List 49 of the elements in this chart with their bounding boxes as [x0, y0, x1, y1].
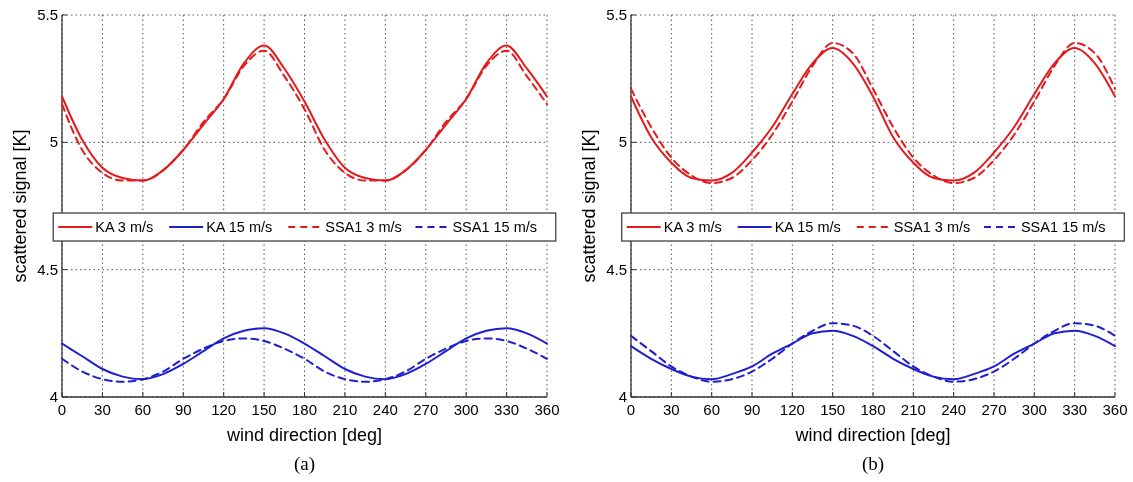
legend-label: SSA1 3 m/s	[325, 219, 402, 236]
x-tick-label: 30	[94, 401, 111, 418]
x-tick-label: 330	[494, 401, 520, 418]
y-tick-label: 5	[49, 133, 58, 151]
x-tick-label: 240	[372, 401, 398, 418]
legend-label: KA 15 m/s	[206, 219, 273, 236]
x-tick-label: 330	[1062, 401, 1088, 418]
x-tick-label: 270	[981, 401, 1007, 418]
x-tick-label: 90	[743, 401, 761, 418]
text: (b)	[861, 453, 885, 475]
line-series	[61, 327, 548, 381]
y-tick-label: 4.5	[37, 260, 58, 278]
x-tick-label: 0	[57, 401, 67, 418]
y-tick-label: 4.5	[606, 260, 627, 278]
x-tick-label: 150	[820, 401, 846, 418]
text: (a)	[293, 453, 316, 475]
x-tick-label: 180	[860, 401, 886, 418]
legend-label: KA 3 m/s	[663, 219, 722, 236]
legend-label: KA 3 m/s	[95, 219, 154, 236]
x-tick-label: 60	[703, 401, 721, 418]
x-tick-label: 30	[662, 401, 680, 418]
x-tick-label: 360	[534, 401, 560, 418]
x-tick-label: 0	[626, 401, 636, 418]
y-tick-label: 5	[618, 133, 627, 151]
y-axis-title: scattered signal [K]	[10, 129, 30, 283]
x-tick-label: 210	[332, 401, 358, 418]
x-tick-label: 60	[134, 401, 152, 418]
x-tick-label: 300	[1021, 401, 1047, 418]
x-tick-label: 360	[1102, 401, 1128, 418]
x-tick-label: 270	[413, 401, 439, 418]
x-tick-label: 210	[900, 401, 926, 418]
legend-label: KA 15 m/s	[774, 219, 841, 236]
x-tick-label: 180	[291, 401, 318, 418]
x-tick-label: 120	[211, 401, 237, 418]
x-axis-title: wind direction [deg]	[225, 425, 383, 445]
y-tick-label: 5.5	[37, 6, 58, 23]
legend-label: SSA1 15 m/s	[1020, 219, 1106, 236]
x-tick-label: 150	[251, 401, 277, 418]
x-tick-label: 300	[453, 401, 479, 418]
legend-label: SSA1 3 m/s	[893, 219, 971, 236]
y-axis-title: scattered signal [K]	[579, 129, 599, 283]
legend-label: SSA1 15 m/s	[452, 219, 538, 236]
x-tick-label: 90	[174, 401, 192, 418]
x-tick-label: 240	[941, 401, 967, 418]
y-tick-label: 4	[618, 388, 627, 405]
y-tick-label: 5.5	[606, 6, 627, 23]
y-tick-label: 4	[49, 388, 58, 405]
x-tick-label: 120	[779, 401, 805, 418]
x-axis-title: wind direction [deg]	[794, 425, 951, 445]
